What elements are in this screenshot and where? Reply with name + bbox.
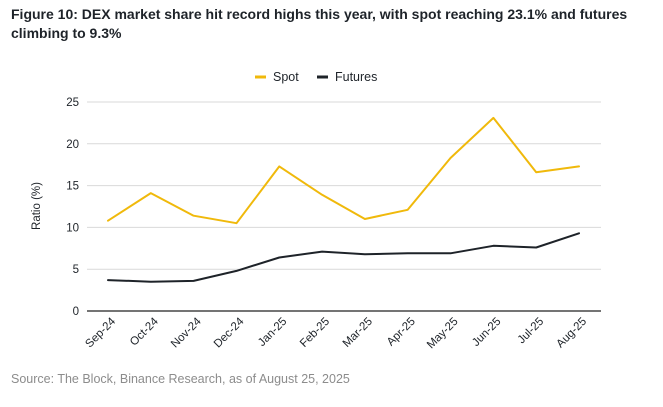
x-tick-label: Aug-25 — [554, 316, 589, 351]
x-tick-label: Jun-25 — [470, 316, 503, 349]
series-line-futures — [107, 232, 580, 283]
series-line-spot — [107, 116, 580, 225]
x-tick-label: Nov-24 — [169, 315, 204, 350]
x-tick-label: Feb-25 — [298, 316, 332, 350]
figure-title: Figure 10: DEX market share hit record h… — [11, 6, 628, 41]
x-tick-label: Jul-25 — [516, 316, 547, 347]
y-tick-labels: 0 5 10 15 20 25 — [66, 97, 79, 318]
series-lines — [107, 116, 580, 283]
x-tick-label: Dec-24 — [212, 315, 247, 350]
x-tick-label: May-25 — [425, 316, 461, 352]
x-tick-label: Apr-25 — [385, 316, 418, 349]
y-axis-label: Ratio (%) — [31, 182, 43, 230]
legend: Spot Futures — [255, 70, 377, 84]
x-tick-label: Jan-25 — [256, 316, 289, 349]
x-tick-label: Mar-25 — [341, 316, 375, 350]
source-note: Source: The Block, Binance Research, as … — [11, 372, 350, 386]
y-tick-label: 10 — [66, 222, 79, 234]
line-chart: Spot Futures Ratio (%) 0 5 10 15 20 25 Sep-24… — [31, 70, 601, 351]
y-tick-label: 15 — [66, 181, 79, 193]
x-tick-label: Sep-24 — [83, 315, 118, 350]
y-tick-label: 0 — [73, 306, 79, 318]
x-tick-labels: Sep-24 Oct-24 Nov-24 Dec-24 Jan-25 Feb-25 Mar-… — [83, 315, 589, 351]
legend-label-spot: Spot — [273, 70, 299, 84]
y-tick-label: 5 — [73, 264, 79, 276]
y-tick-label: 25 — [66, 97, 79, 109]
x-tick-label: Oct-24 — [128, 315, 161, 348]
legend-label-futures: Futures — [335, 70, 377, 84]
y-tick-label: 20 — [66, 139, 79, 151]
gridlines — [87, 101, 601, 312]
